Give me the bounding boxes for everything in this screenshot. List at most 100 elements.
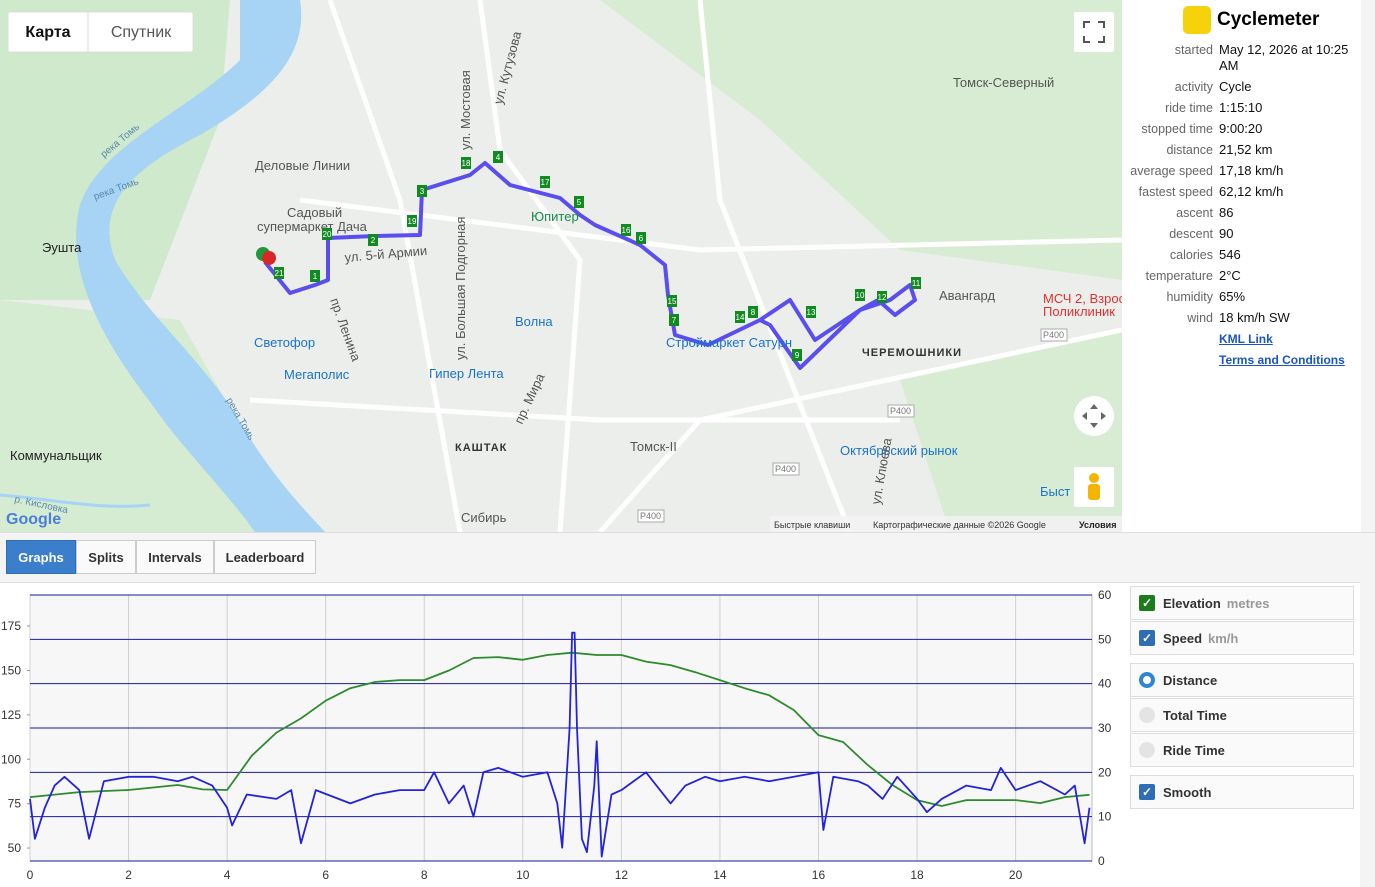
road-shield	[637, 509, 665, 523]
pegman-icon	[1088, 484, 1100, 500]
series-unit: metres	[1226, 595, 1270, 611]
route-marker-label: 19	[408, 217, 417, 226]
route-marker[interactable]	[368, 234, 378, 246]
route-marker-label: 21	[275, 269, 284, 278]
end-pin[interactable]	[262, 251, 276, 265]
route-marker[interactable]	[911, 277, 921, 289]
river	[76, 0, 325, 532]
info-value: 90	[1219, 226, 1234, 241]
place-label: Эушта	[42, 240, 82, 255]
spacer	[1125, 331, 1219, 347]
smooth-toggle[interactable]: ✓ Smooth	[1130, 775, 1354, 809]
route-marker[interactable]	[669, 314, 679, 326]
info-row: distance 21,52 km	[1125, 142, 1361, 158]
route-marker[interactable]	[636, 232, 646, 244]
route-marker[interactable]	[322, 228, 332, 240]
map-type-button[interactable]: Карта	[25, 24, 70, 41]
info-link[interactable]: KML Link	[1219, 332, 1273, 346]
route-marker[interactable]	[855, 289, 865, 301]
info-row: ride time 1:15:10	[1125, 100, 1361, 116]
route-marker[interactable]	[877, 291, 887, 303]
x-axis-option[interactable]: Distance	[1130, 663, 1354, 697]
x-axis-option[interactable]: Total Time	[1130, 698, 1354, 732]
y-tick-label: 75	[8, 797, 22, 811]
info-key: calories	[1169, 248, 1213, 262]
info-key: activity	[1174, 80, 1213, 94]
place-label: Гипер Лента	[429, 366, 504, 381]
info-value: 18 km/h SW	[1219, 310, 1290, 325]
route-marker[interactable]	[417, 185, 427, 197]
place-label: Светофор	[254, 335, 315, 350]
route-marker-label: 13	[807, 308, 816, 317]
route-marker-label: 15	[668, 297, 677, 306]
tab[interactable]: Intervals	[136, 540, 214, 574]
radio[interactable]	[1139, 742, 1155, 758]
info-panel: Cyclemeter started May 12, 2026 at 10:25 …	[1125, 0, 1361, 532]
route-marker[interactable]	[748, 306, 758, 318]
place-label: Коммунальщик	[10, 448, 102, 463]
map-footer[interactable]: Условия	[1079, 520, 1116, 530]
checkbox[interactable]: ✓	[1139, 784, 1155, 800]
series-toggle[interactable]: ✓ Speed km/h	[1130, 621, 1354, 655]
checkbox[interactable]: ✓	[1139, 595, 1155, 611]
roads	[249, 0, 1122, 532]
scrollbar[interactable]	[1360, 582, 1375, 887]
map-footer[interactable]: Быстрые клавиши	[774, 520, 850, 530]
option-label: Ride Time	[1163, 742, 1225, 758]
checkbox[interactable]: ✓	[1139, 630, 1155, 646]
route-marker-label: 8	[751, 308, 756, 317]
route-marker[interactable]	[540, 176, 550, 188]
series-toggle[interactable]: ✓ Elevation metres	[1130, 586, 1354, 620]
tab[interactable]: Leaderboard	[214, 540, 316, 574]
route-marker[interactable]	[667, 295, 677, 307]
info-row: Terms and Conditions	[1125, 352, 1361, 368]
route-marker[interactable]	[574, 196, 584, 208]
scrollbar[interactable]	[1361, 0, 1375, 532]
place-label: ул. Большая Подгорная	[453, 217, 468, 360]
series-line	[29, 651, 1090, 807]
tab[interactable]: Splits	[76, 540, 136, 574]
radio[interactable]	[1139, 707, 1155, 723]
info-value: 1:15:10	[1219, 100, 1263, 115]
option-label: Distance	[1163, 672, 1218, 688]
route-marker-label: 20	[323, 230, 332, 239]
x-tick-label: 14	[713, 868, 727, 882]
route-marker-label: 9	[795, 351, 800, 360]
route-marker-label: 18	[462, 159, 471, 168]
info-value: 62,12 km/h	[1219, 184, 1284, 199]
info-row: wind 18 km/h SW	[1125, 310, 1361, 326]
route-marker[interactable]	[621, 224, 631, 236]
x-tick-label: 10	[516, 868, 530, 882]
route-marker[interactable]	[735, 311, 745, 323]
route-marker[interactable]	[461, 157, 471, 169]
route-marker[interactable]	[274, 267, 284, 279]
place-label: Мегаполис	[284, 367, 350, 382]
route-marker-label: 7	[672, 316, 677, 325]
map[interactable]: Карта Спутник Деловые Линии Садовыйсуперм…	[0, 0, 1122, 532]
radio[interactable]	[1139, 672, 1155, 688]
place-label: Поликлиник	[1043, 304, 1115, 319]
info-key: fastest speed	[1138, 185, 1213, 199]
route-marker[interactable]	[493, 151, 503, 163]
info-value: 546	[1219, 247, 1241, 262]
y2-tick-label: 40	[1098, 677, 1112, 691]
place-label: ЧЕРЕМОШНИКИ	[862, 347, 962, 359]
route-marker[interactable]	[806, 306, 816, 318]
route-marker[interactable]	[407, 215, 417, 227]
chart: 0 2 4 6 8 10 12 14 16 18 20 50 75 100 125 150 175 0 10 20 30…	[1, 588, 1112, 882]
x-tick-label: 16	[812, 868, 826, 882]
fullscreen-button[interactable]	[1074, 12, 1114, 52]
info-link[interactable]: Terms and Conditions	[1219, 353, 1345, 367]
x-axis-option[interactable]: Ride Time	[1130, 733, 1354, 767]
map-type-button[interactable]: Спутник	[111, 24, 172, 41]
route	[263, 161, 917, 370]
route-marker[interactable]	[792, 349, 802, 361]
route-marker[interactable]	[310, 270, 320, 282]
route-marker-label: 10	[856, 291, 865, 300]
option-label: Total Time	[1163, 707, 1227, 723]
tab[interactable]: Graphs	[6, 540, 76, 574]
info-key: temperature	[1145, 269, 1213, 283]
x-tick-label: 2	[125, 868, 132, 882]
camera-control[interactable]	[1074, 396, 1114, 436]
map-footer: Картографические данные ©2026 Google	[873, 520, 1046, 530]
